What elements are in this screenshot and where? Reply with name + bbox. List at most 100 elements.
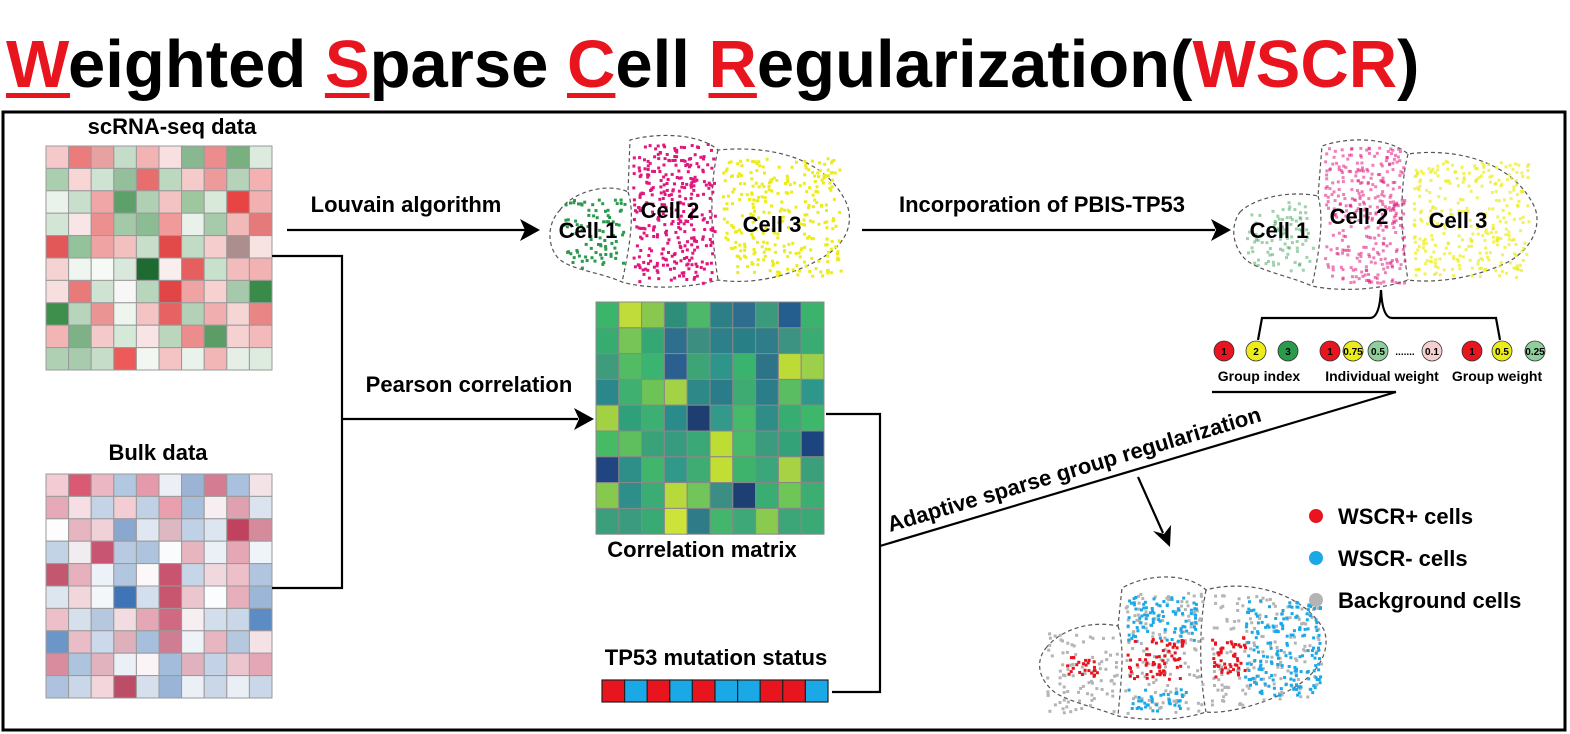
cell-dot (664, 233, 668, 237)
cell-dot (1265, 655, 1269, 659)
cell-dot (1162, 692, 1166, 696)
heatmap-cell (135, 630, 160, 654)
cell-dot (826, 168, 830, 172)
weighted-cluster-dots (1246, 146, 1531, 285)
heatmap-cell (113, 347, 137, 371)
cell-dot (1277, 656, 1280, 660)
cell-dot (1258, 690, 1262, 694)
cell-dot (1395, 203, 1399, 207)
cell-dot (679, 176, 683, 180)
cell-dot (1166, 621, 1170, 625)
cell-dot (1390, 152, 1393, 156)
cell-dot (1366, 215, 1370, 219)
cell-dot (762, 250, 766, 254)
cell-dot (1487, 162, 1491, 166)
cell-dot (1161, 649, 1165, 653)
heatmap-cell (90, 279, 115, 304)
cell-dot (1526, 176, 1530, 180)
cell-dot (826, 269, 829, 273)
cell-dot (706, 163, 710, 167)
cell-dot (685, 182, 689, 186)
cell-dot (690, 263, 694, 267)
cell-dot (1485, 251, 1489, 255)
cell-dot (1279, 649, 1283, 652)
cell-dot (1276, 214, 1280, 218)
cell-dot (670, 214, 674, 218)
cell-dot (1156, 614, 1160, 618)
cell-dot (1295, 249, 1299, 253)
heatmap-cell (755, 404, 779, 432)
cell-dot (1304, 239, 1308, 243)
cell-dot (1298, 263, 1301, 267)
cell-dot (1470, 266, 1474, 270)
cell-dot (1505, 271, 1509, 275)
cell-dot (1273, 229, 1277, 233)
cell-dot (1315, 650, 1319, 654)
cell-dot (588, 221, 592, 225)
cell-dot (836, 252, 840, 256)
heatmap-cell (709, 430, 734, 458)
cell-dot (1385, 155, 1389, 159)
cell-dot (1172, 642, 1176, 646)
cell-dot (1223, 662, 1227, 666)
cell-dot (1283, 242, 1287, 246)
cell-dot (1132, 601, 1136, 605)
cell-dot (815, 201, 819, 205)
cell-dot (1311, 649, 1314, 653)
cell-dot (1341, 276, 1345, 280)
cell-dot (1269, 660, 1273, 664)
cell-dot (673, 182, 676, 186)
cell-dot (1163, 673, 1166, 677)
cell-dot (1151, 609, 1155, 613)
cell-dot (1175, 699, 1179, 702)
cell-dot (1165, 596, 1169, 600)
cell-dot (673, 276, 677, 280)
cell-dot (1136, 665, 1140, 669)
cell-dot (1168, 642, 1172, 646)
cell-dot (650, 249, 653, 253)
heatmap-cell (226, 279, 250, 304)
cell-dot (1496, 236, 1500, 240)
cell-dot (808, 219, 812, 223)
cell-dot (761, 231, 765, 235)
heatmap-cell (732, 456, 757, 484)
weighted-cluster-map: Cell 1 Cell 2 Cell 3 (1233, 139, 1538, 290)
cell-dot (692, 228, 696, 232)
cell-dot (1193, 647, 1197, 651)
cell-dot (1389, 193, 1393, 197)
cell-dot (1261, 596, 1265, 600)
heatmap-cell (248, 585, 273, 609)
cell-dot (1434, 258, 1438, 262)
heatmap-cell (686, 301, 711, 329)
cell-dot (1150, 697, 1154, 701)
cell-dot (1167, 595, 1170, 599)
cell-dot (687, 203, 691, 207)
cell-dot (1520, 249, 1524, 253)
heatmap-cell (181, 652, 205, 677)
cell-dot (1520, 171, 1524, 175)
heatmap-cell (68, 302, 92, 326)
heatmap-cell (68, 585, 92, 609)
cell-dot (702, 180, 706, 184)
cell-dot (700, 213, 704, 217)
cell-dot (1131, 647, 1135, 650)
cell-dot (1295, 687, 1299, 691)
cell-dot (1422, 242, 1426, 246)
cell-dot (1389, 147, 1393, 151)
cell-dot (1309, 687, 1313, 691)
heatmap-cell (800, 507, 825, 535)
cell-dot (798, 222, 802, 226)
cell-dot (633, 203, 637, 207)
cell-dot (662, 175, 666, 179)
cell-dot (1447, 179, 1451, 183)
cell-dot (1389, 209, 1392, 212)
cell-dot (1279, 687, 1283, 691)
cell-dot (1292, 678, 1296, 682)
cell-dot (690, 236, 694, 240)
cell-dot (740, 164, 744, 168)
heatmap-cell (181, 607, 205, 632)
cell-dot (1476, 262, 1480, 266)
cell-dot (1136, 629, 1140, 633)
cell-dot (1373, 154, 1377, 158)
cell-dot (1457, 234, 1461, 238)
